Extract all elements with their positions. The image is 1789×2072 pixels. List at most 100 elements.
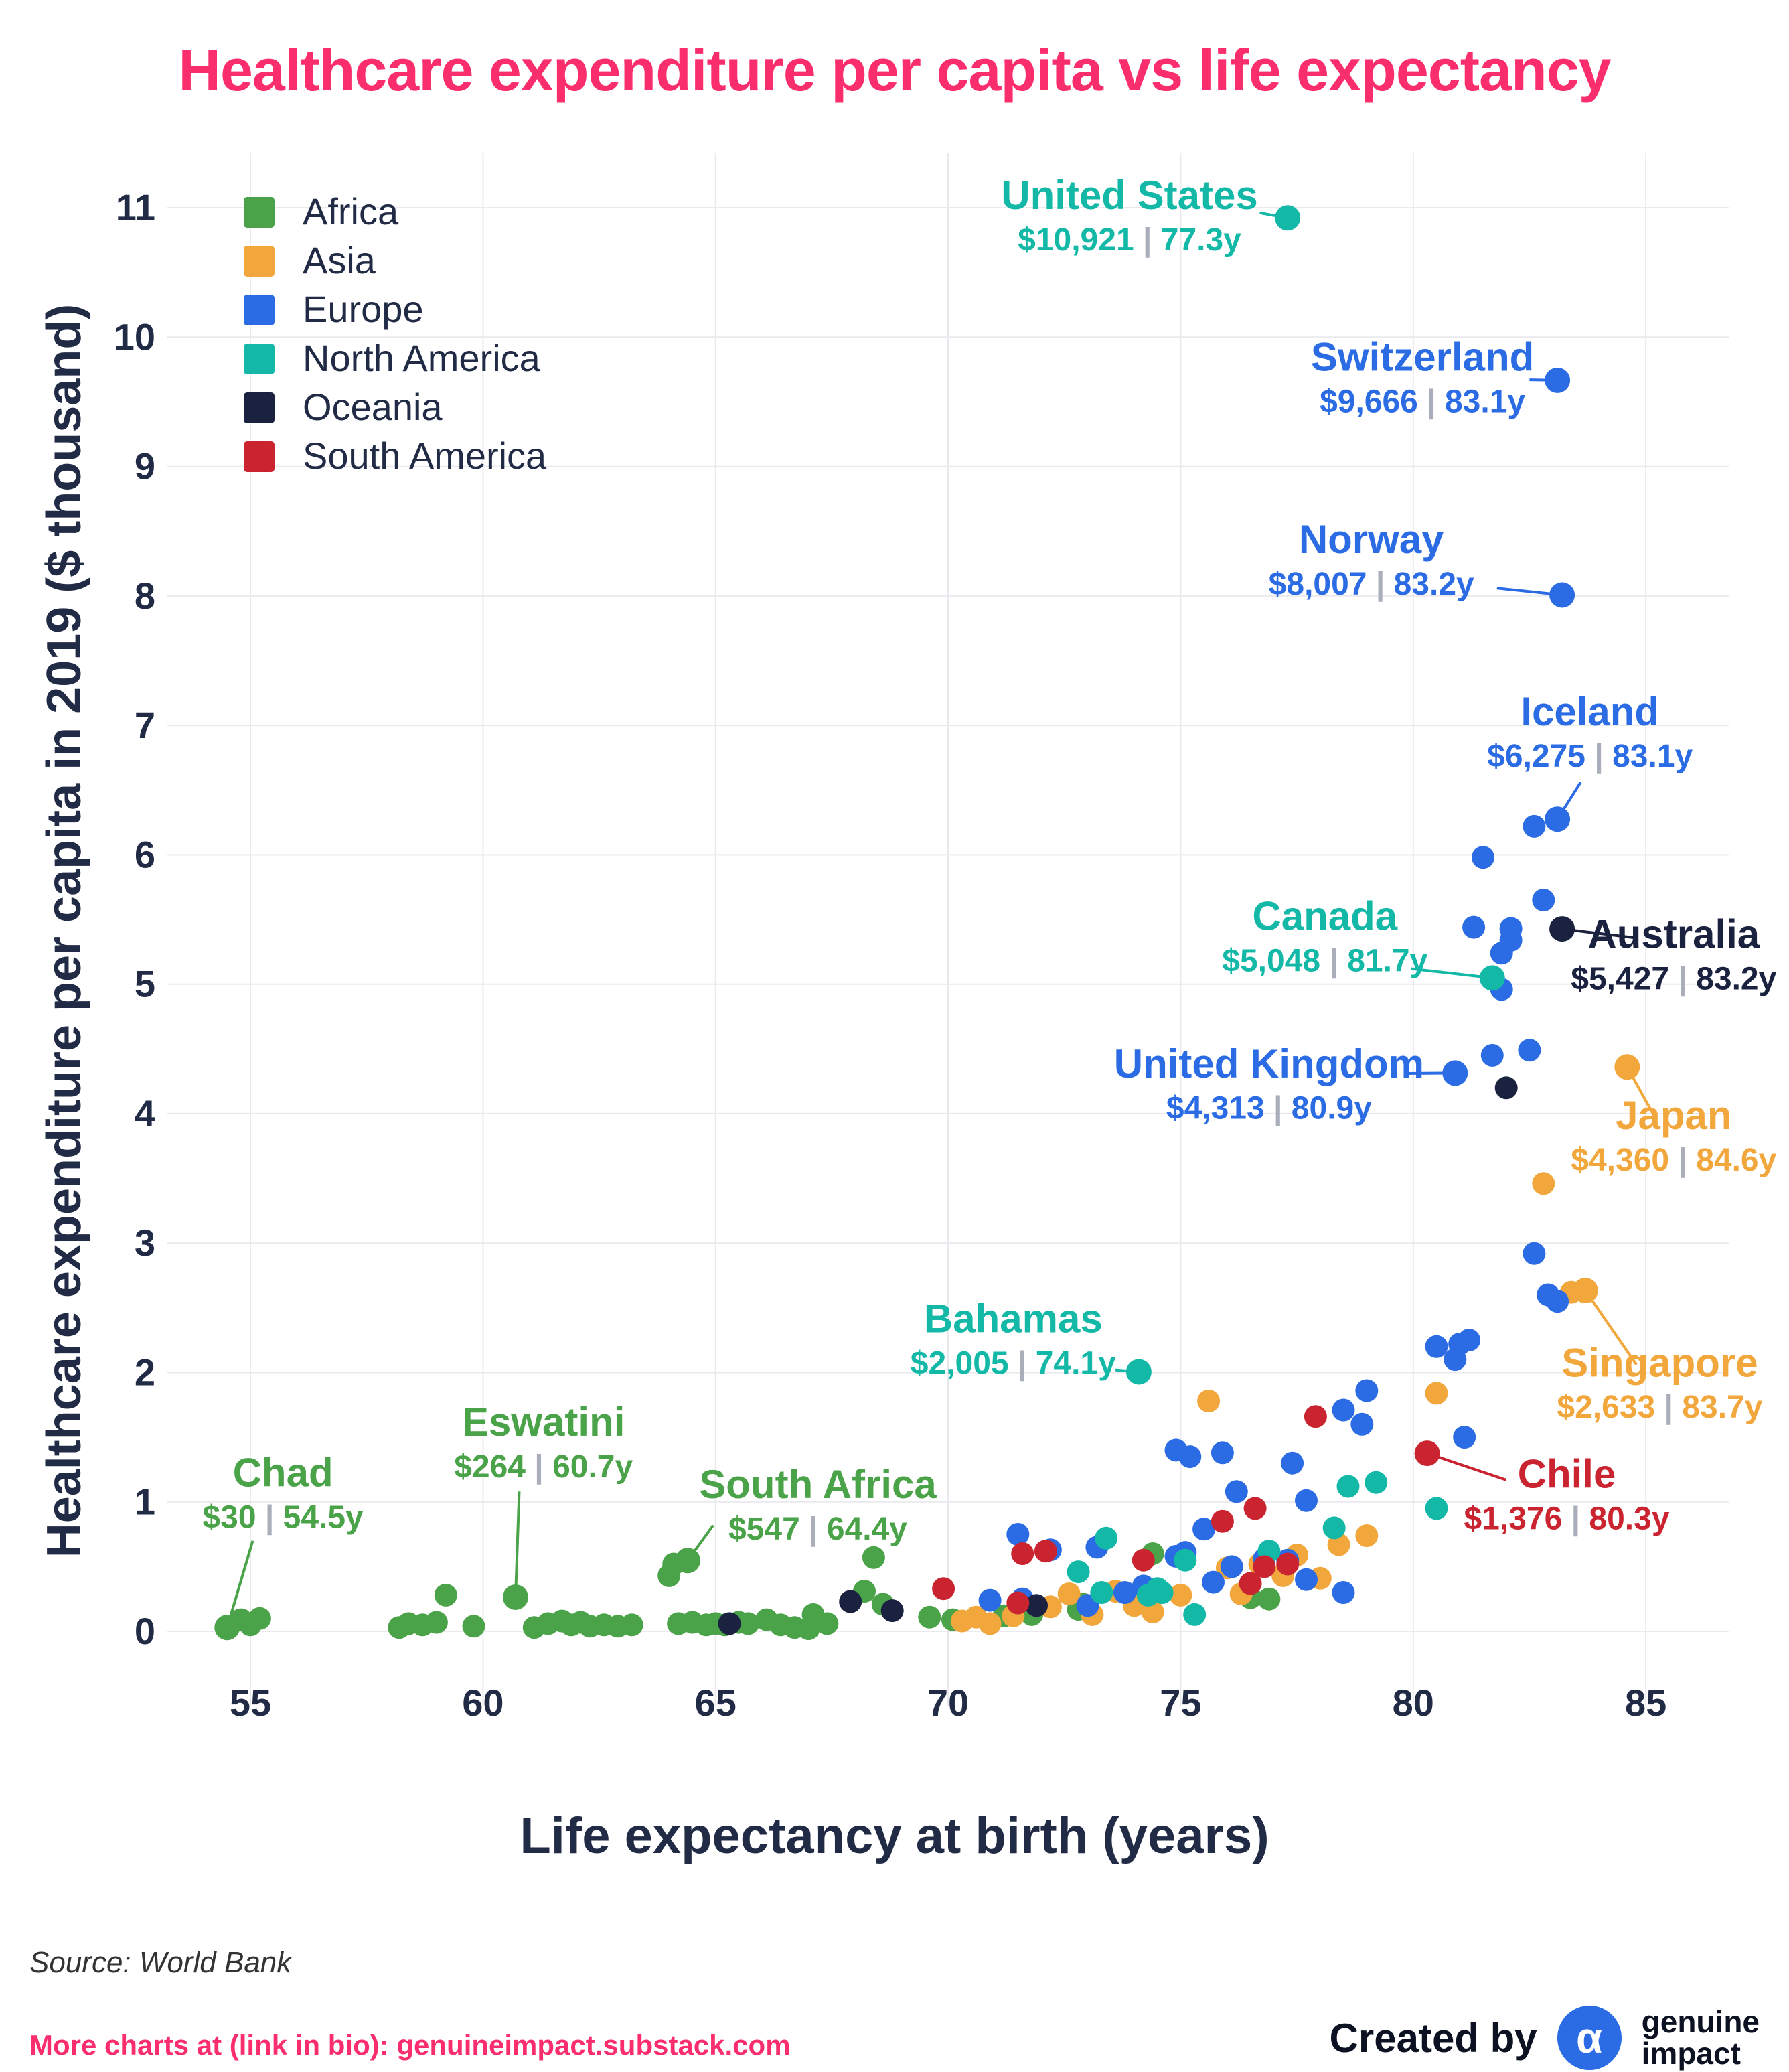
data-point[interactable] [1355, 1524, 1379, 1547]
data-point[interactable] [880, 1599, 904, 1623]
data-point[interactable] [1090, 1581, 1113, 1604]
data-point[interactable] [1034, 1540, 1057, 1563]
data-point[interactable] [1425, 1497, 1448, 1520]
data-point[interactable] [978, 1612, 1002, 1635]
data-point[interactable] [1276, 1552, 1300, 1576]
annotation-point[interactable] [675, 1548, 700, 1574]
data-point[interactable] [1304, 1405, 1327, 1428]
data-point[interactable] [1532, 889, 1555, 911]
data-point[interactable] [1174, 1548, 1197, 1572]
data-point[interactable] [1150, 1581, 1174, 1604]
data-point[interactable] [1211, 1509, 1234, 1533]
data-point[interactable] [1239, 1572, 1262, 1595]
data-point[interactable] [248, 1607, 271, 1630]
annotation-country: Eswatini [462, 1400, 625, 1445]
data-point[interactable] [1332, 1398, 1355, 1422]
data-point[interactable] [1164, 1438, 1188, 1462]
data-point[interactable] [1480, 1043, 1504, 1067]
data-point[interactable] [1295, 1489, 1318, 1512]
data-point[interactable] [718, 1612, 741, 1635]
data-point[interactable] [932, 1577, 955, 1601]
y-tick-label: 7 [135, 704, 155, 746]
data-point[interactable] [1057, 1582, 1081, 1605]
legend-label: South America [303, 435, 547, 477]
data-point[interactable] [1257, 1587, 1281, 1611]
data-point[interactable] [839, 1590, 862, 1613]
data-point[interactable] [1336, 1475, 1360, 1498]
data-point[interactable] [1532, 1172, 1555, 1195]
data-point[interactable] [1225, 1480, 1248, 1503]
data-point[interactable] [1281, 1451, 1304, 1475]
annotation-point[interactable] [1275, 205, 1301, 231]
x-tick-label: 80 [1393, 1682, 1434, 1724]
data-point[interactable] [1197, 1390, 1221, 1412]
data-point[interactable] [1169, 1583, 1192, 1607]
data-point[interactable] [1332, 1581, 1355, 1604]
annotation-point[interactable] [1545, 806, 1571, 832]
data-point[interactable] [434, 1583, 457, 1607]
data-point[interactable] [1006, 1591, 1030, 1615]
data-point[interactable] [1025, 1594, 1048, 1617]
data-point[interactable] [1458, 1329, 1481, 1352]
annotation-line [514, 1491, 521, 1598]
annotation-point[interactable] [1414, 1440, 1440, 1467]
data-point[interactable] [1472, 846, 1494, 869]
data-point[interactable] [1067, 1560, 1090, 1584]
data-point[interactable] [1006, 1523, 1030, 1546]
data-point[interactable] [1192, 1518, 1216, 1541]
data-point[interactable] [862, 1546, 885, 1569]
data-point[interactable] [918, 1605, 941, 1629]
data-point[interactable] [1295, 1568, 1318, 1591]
data-point[interactable] [1523, 814, 1546, 838]
data-point[interactable] [978, 1588, 1002, 1612]
data-point[interactable] [1453, 1426, 1476, 1449]
data-point[interactable] [1444, 1348, 1467, 1372]
data-point[interactable] [1253, 1555, 1276, 1578]
data-point[interactable] [1220, 1555, 1243, 1578]
data-point[interactable] [1425, 1335, 1448, 1358]
data-point[interactable] [1350, 1412, 1374, 1436]
data-point[interactable] [620, 1613, 643, 1637]
data-point[interactable] [1132, 1548, 1155, 1572]
annotation-point[interactable] [1545, 367, 1571, 393]
data-point[interactable] [1183, 1603, 1207, 1626]
annotation-point[interactable] [1442, 1060, 1468, 1086]
data-point[interactable] [1095, 1526, 1118, 1550]
annotation-value: $9,666 | 83.1y [1320, 384, 1525, 419]
data-point[interactable] [1490, 942, 1513, 965]
y-tick-label: 6 [135, 833, 155, 875]
data-point[interactable] [1425, 1382, 1448, 1405]
data-point[interactable] [1518, 1039, 1541, 1062]
data-point[interactable] [1365, 1471, 1388, 1494]
x-tick-label: 85 [1625, 1682, 1666, 1724]
data-point[interactable] [736, 1612, 760, 1635]
y-tick-label: 4 [135, 1092, 155, 1134]
annotation-point[interactable] [214, 1615, 240, 1641]
annotation-point[interactable] [1479, 965, 1505, 991]
annotation-point[interactable] [503, 1584, 528, 1610]
annotation-point[interactable] [1572, 1278, 1598, 1304]
data-point[interactable] [1243, 1497, 1267, 1520]
data-point[interactable] [1523, 1242, 1546, 1265]
data-point[interactable] [1113, 1581, 1136, 1604]
data-point[interactable] [815, 1612, 839, 1635]
annotation-point[interactable] [1549, 916, 1575, 942]
annotation-point[interactable] [1614, 1054, 1640, 1080]
brand-line1: genuine [1641, 2004, 1760, 2040]
brand-name[interactable]: genuine impact [1642, 2006, 1760, 2069]
data-point[interactable] [462, 1615, 485, 1638]
data-point[interactable] [1211, 1441, 1234, 1465]
data-point[interactable] [1494, 1076, 1518, 1100]
data-point[interactable] [1202, 1570, 1225, 1594]
data-point[interactable] [1011, 1542, 1034, 1565]
data-point[interactable] [1322, 1516, 1346, 1540]
data-point[interactable] [1355, 1379, 1379, 1402]
chart-title: Healthcare expenditure per capita vs lif… [178, 37, 1611, 103]
annotation-point[interactable] [1125, 1359, 1152, 1385]
genuine-impact-logo-icon[interactable]: α [1557, 2006, 1622, 2070]
data-point[interactable] [424, 1611, 448, 1634]
data-point[interactable] [1462, 915, 1486, 939]
annotation-point[interactable] [1549, 582, 1575, 608]
more-charts-link[interactable]: More charts at (link in bio): genuineimp… [29, 2029, 791, 2061]
data-point[interactable] [1546, 1290, 1569, 1313]
